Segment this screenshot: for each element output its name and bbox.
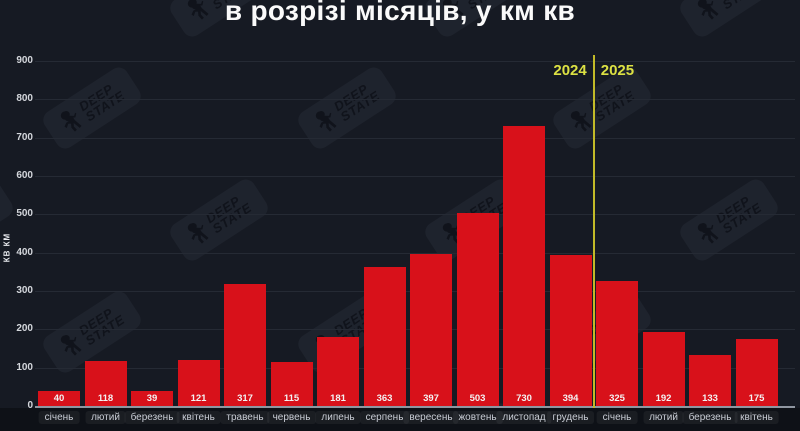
- bar: 325: [596, 281, 638, 406]
- gridline: [35, 137, 795, 139]
- month-label: листопад: [496, 411, 552, 424]
- bar-value-label: 115: [283, 392, 300, 404]
- bar: 317: [224, 284, 266, 406]
- month-label: січень: [38, 411, 80, 424]
- bar-value-label: 39: [146, 392, 158, 404]
- bar-value-label: 133: [702, 392, 718, 404]
- month-label: вересень: [403, 411, 459, 424]
- bar: 133: [689, 355, 731, 406]
- bar-value-label: 363: [376, 392, 393, 404]
- bar-value-label: 397: [423, 392, 439, 404]
- y-tick-label: 700: [16, 131, 33, 143]
- month-label: березень: [682, 411, 738, 424]
- y-tick-label: 500: [16, 208, 33, 220]
- gridline: [35, 252, 795, 254]
- year-label-left: 2024: [553, 62, 587, 79]
- gridline: [35, 214, 795, 216]
- month-label: квітень: [734, 411, 779, 424]
- month-label: грудень: [546, 411, 595, 424]
- year-label-right: 2025: [600, 62, 635, 79]
- bar: 394: [549, 254, 592, 406]
- bar: 181: [317, 336, 359, 406]
- bar-value-label: 175: [748, 392, 765, 404]
- bar: 115: [270, 361, 313, 406]
- bar-value-label: 181: [330, 392, 346, 404]
- month-label: березень: [124, 411, 180, 424]
- year-divider-line: [592, 55, 595, 427]
- y-tick-label: 400: [16, 246, 33, 258]
- gridline: [35, 176, 795, 177]
- bar: 118: [84, 360, 127, 406]
- chart-title: в розрізі місяців, у км кв: [224, 0, 576, 26]
- y-tick-label: 800: [16, 93, 33, 105]
- month-label: лютий: [643, 411, 684, 424]
- bar-value-label: 503: [469, 392, 486, 404]
- x-axis-label-strip: січень лютий березень квітень травень червень…: [0, 408, 800, 431]
- month-label: липень: [315, 411, 361, 424]
- bar-value-label: 730: [516, 392, 532, 404]
- y-tick-label: 900: [16, 55, 33, 66]
- month-label: серпень: [359, 411, 410, 424]
- y-axis-title: кв км: [2, 232, 12, 263]
- bar: 397: [410, 253, 452, 406]
- y-tick-label: 200: [16, 323, 33, 335]
- bar: 121: [177, 359, 220, 406]
- x-axis-line: [35, 406, 795, 408]
- bar: 192: [642, 332, 685, 406]
- y-tick-label: 300: [16, 285, 33, 296]
- bar-value-label: 394: [562, 392, 579, 404]
- bar-value-label: 325: [609, 392, 625, 404]
- bar: 503: [456, 213, 499, 406]
- month-label: жовтень: [452, 411, 503, 424]
- month-label: квітень: [176, 411, 221, 424]
- bar-value-label: 118: [97, 392, 114, 404]
- bar: 730: [503, 126, 545, 406]
- gridline: [35, 99, 795, 101]
- y-tick-label: 0: [27, 400, 33, 411]
- y-tick-label: 100: [16, 361, 33, 373]
- bar-value-label: 192: [655, 392, 672, 404]
- y-tick-label: 600: [16, 170, 33, 181]
- month-label: червень: [266, 411, 317, 424]
- bar: 40: [38, 390, 80, 406]
- bar: 175: [735, 338, 778, 406]
- gridline: [35, 61, 795, 62]
- month-label: січень: [596, 411, 638, 424]
- bar: 39: [131, 391, 173, 406]
- bar-value-label: 121: [190, 392, 207, 404]
- bar-value-label: 40: [53, 392, 65, 404]
- bar: 363: [363, 266, 406, 406]
- bar-value-label: 317: [237, 392, 253, 404]
- month-label: лютий: [85, 411, 126, 424]
- month-label: травень: [220, 411, 270, 424]
